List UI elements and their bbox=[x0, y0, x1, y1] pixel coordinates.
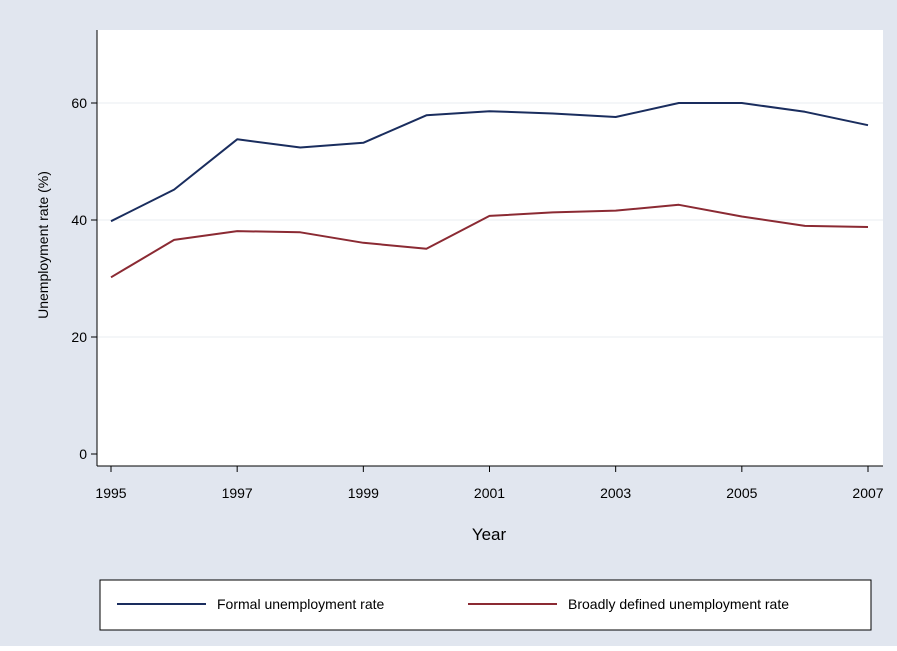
x-tick-label: 2001 bbox=[474, 485, 505, 501]
broad-unemployment-line bbox=[110, 203, 869, 279]
gridlines bbox=[97, 102, 883, 338]
x-axis-label: Year bbox=[472, 525, 507, 544]
plot-area bbox=[97, 30, 883, 466]
x-tick-label: 2005 bbox=[726, 485, 757, 501]
series-lines bbox=[110, 102, 869, 279]
y-tick-label: 0 bbox=[79, 446, 87, 462]
legend-label-formal: Formal unemployment rate bbox=[217, 596, 385, 612]
formal-unemployment-line bbox=[110, 102, 869, 223]
x-tick-label: 1997 bbox=[222, 485, 253, 501]
legend: Formal unemployment rate Broadly defined… bbox=[99, 579, 872, 631]
y-tick-label: 40 bbox=[71, 212, 87, 228]
x-tick-label: 1999 bbox=[348, 485, 379, 501]
y-tick-label: 20 bbox=[71, 329, 87, 345]
x-axis-ticks: 1995 1997 1999 2001 2003 2005 2007 bbox=[95, 466, 884, 501]
x-tick-label: 2007 bbox=[852, 485, 883, 501]
y-axis-ticks: 0 20 40 60 bbox=[71, 95, 97, 462]
legend-label-broad: Broadly defined unemployment rate bbox=[568, 596, 789, 612]
y-axis-label: Unemployment rate (%) bbox=[35, 171, 51, 319]
y-tick-label: 60 bbox=[71, 95, 87, 111]
x-tick-label: 1995 bbox=[95, 485, 126, 501]
x-tick-label: 2003 bbox=[600, 485, 631, 501]
